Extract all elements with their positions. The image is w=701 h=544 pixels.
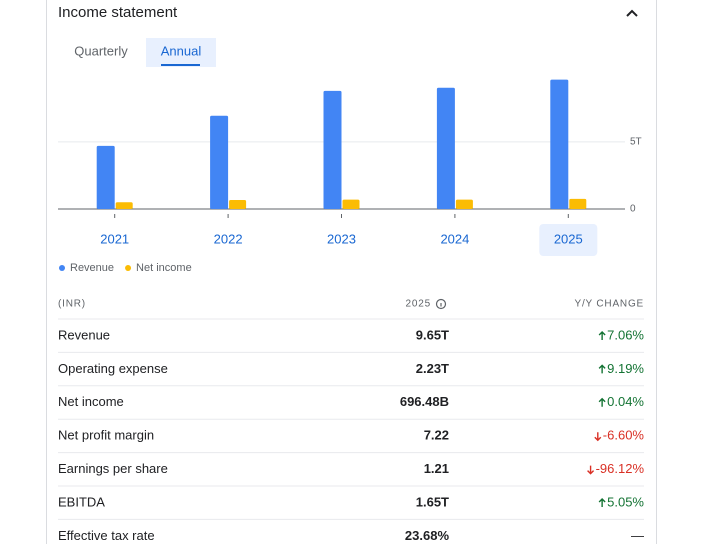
tab-active-bg — [146, 38, 216, 67]
change-arrow — [598, 498, 606, 507]
legend-label: Revenue — [70, 262, 114, 274]
column-header: (INR) — [58, 299, 86, 310]
row-value: 23.68% — [405, 528, 450, 543]
collapse-chevron[interactable] — [626, 9, 638, 17]
row-label: Effective tax rate — [58, 528, 155, 543]
y-tick-label: 5T — [630, 136, 642, 147]
bar — [115, 202, 133, 209]
tab-underline — [161, 64, 200, 66]
row-value: 7.22 — [424, 428, 449, 443]
row-change: — — [631, 528, 644, 543]
row-change: 0.04% — [607, 394, 644, 409]
row-change: 5.05% — [607, 494, 644, 509]
tab[interactable]: Annual — [161, 43, 202, 58]
row-label: EBITDA — [58, 494, 105, 509]
tab[interactable]: Quarterly — [74, 43, 128, 58]
bar — [455, 199, 473, 209]
change-arrow — [598, 364, 606, 374]
x-tick-label[interactable]: 2023 — [327, 231, 356, 246]
selected-year-bg — [539, 224, 598, 256]
bar — [210, 115, 229, 209]
row-label: Net profit margin — [58, 428, 154, 443]
x-tick-label[interactable]: 2025 — [554, 231, 583, 246]
info-icon[interactable] — [435, 298, 447, 310]
row-change: -6.60% — [603, 428, 645, 443]
change-arrow — [587, 465, 595, 475]
row-value: 9.65T — [416, 327, 449, 342]
y-tick-label: 0 — [630, 204, 636, 215]
row-label: Operating expense — [58, 361, 168, 376]
x-tick-label[interactable]: 2022 — [214, 231, 243, 246]
bar — [436, 87, 455, 209]
bar — [342, 199, 360, 209]
x-tick-label[interactable]: 2021 — [100, 231, 129, 246]
legend-dot — [59, 265, 65, 271]
row-label: Net income — [58, 394, 124, 409]
legend-label: Net income — [136, 262, 192, 274]
row-value: 1.65T — [416, 494, 449, 509]
change-arrow — [598, 397, 606, 407]
change-arrow — [598, 331, 606, 340]
row-label: Revenue — [58, 327, 110, 342]
row-value: 2.23T — [416, 361, 449, 376]
change-arrow — [594, 432, 602, 442]
legend-dot — [125, 265, 132, 271]
row-change: 9.19% — [607, 361, 644, 376]
card-title: Income statement — [58, 4, 178, 21]
column-header: 2025 — [406, 299, 431, 310]
bar — [569, 198, 587, 209]
row-value: 1.21 — [424, 461, 449, 476]
bar — [96, 145, 115, 209]
bar — [323, 90, 342, 209]
row-change: -96.12% — [596, 461, 645, 476]
bar — [229, 200, 247, 209]
bar — [550, 79, 569, 209]
row-label: Earnings per share — [58, 461, 168, 476]
row-change: 7.06% — [607, 327, 644, 342]
column-header: Y/Y CHANGE — [575, 299, 645, 310]
x-tick-label[interactable]: 2024 — [440, 231, 469, 246]
row-value: 696.48B — [400, 394, 449, 409]
